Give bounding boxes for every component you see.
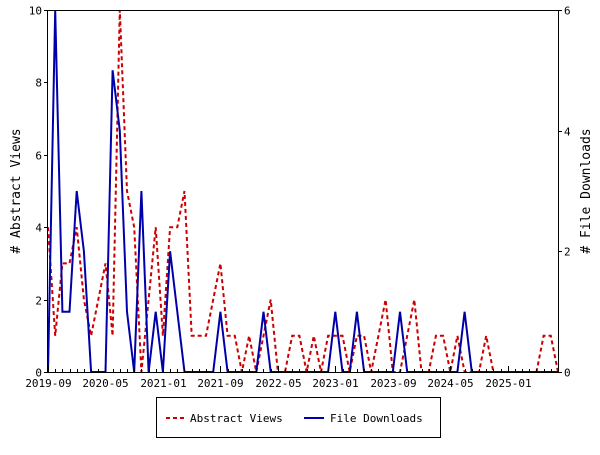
x-tick-label: 2021-09 — [197, 377, 243, 390]
y-tick-label: 8 — [35, 77, 42, 90]
bottom-axis: 2019-09 2020-05 2021-01 2021-09 2022-05 2023-… — [25, 366, 559, 390]
x-tick-label: 2022-05 — [255, 377, 301, 390]
y-tick-label: 0 — [35, 367, 42, 380]
series-line-abstract-views — [47, 9, 559, 373]
y2-tick-label: 2 — [564, 246, 571, 259]
y2-axis-title: # File Downloads — [579, 128, 594, 253]
x-tick-label: 2025-01 — [485, 377, 531, 390]
y2-tick-label: 6 — [564, 5, 571, 18]
y-tick-label: 2 — [35, 295, 42, 308]
x-tick-label: 2019-09 — [25, 377, 71, 390]
right-axis: 0 2 4 6 — [558, 5, 571, 380]
left-axis: 0 2 4 6 8 10 — [29, 5, 48, 380]
legend-box — [156, 397, 441, 438]
y-tick-label: 4 — [35, 222, 42, 235]
x-tick-label: 2020-05 — [82, 377, 128, 390]
legend-label-abstract-views: Abstract Views — [190, 412, 283, 425]
y2-tick-label: 4 — [564, 126, 571, 139]
x-tick-label: 2023-01 — [312, 377, 358, 390]
y-tick-label: 6 — [35, 150, 42, 163]
series-line-file-downloads — [47, 9, 558, 373]
legend: Abstract Views File Downloads — [156, 397, 441, 438]
x-tick-label: 2023-09 — [370, 377, 416, 390]
x-tick-label: 2021-01 — [140, 377, 186, 390]
legend-label-file-downloads: File Downloads — [330, 412, 423, 425]
y-tick-label: 10 — [29, 5, 42, 18]
plot-frame — [47, 10, 559, 373]
plot-marks — [47, 9, 559, 373]
y-axis-title: # Abstract Views — [9, 128, 24, 253]
x-tick-label: 2024-05 — [427, 377, 473, 390]
y2-tick-label: 0 — [564, 367, 571, 380]
